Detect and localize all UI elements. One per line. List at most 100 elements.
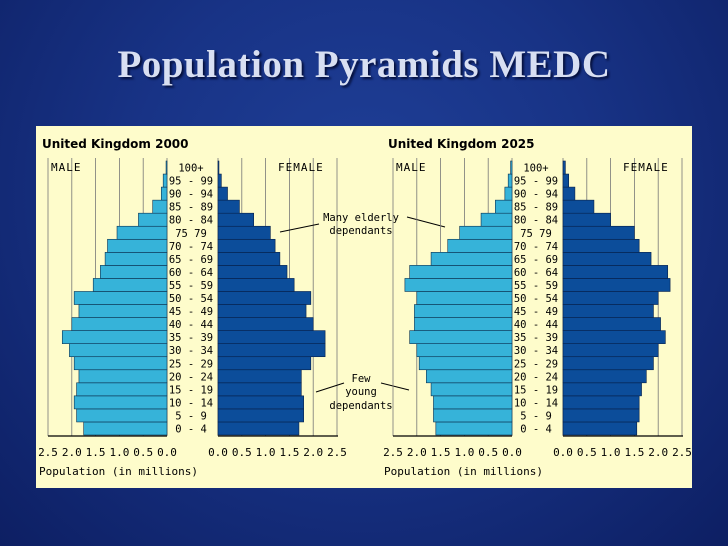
male-bar: [76, 408, 168, 423]
chart-title: United Kingdom 2000: [42, 137, 189, 151]
x-tick-label: 1.5: [279, 446, 299, 459]
male-bar: [138, 212, 168, 227]
female-bar: [562, 421, 638, 436]
male-bar: [61, 330, 168, 344]
age-group-label: 15 - 19: [169, 384, 213, 396]
male-bar: [510, 160, 513, 175]
female-bar: [562, 252, 652, 266]
age-group-label: 90 - 94: [514, 189, 558, 201]
age-group-label: 25 - 29: [169, 358, 213, 370]
age-group-label: 30 - 34: [169, 345, 213, 357]
x-tick-label: 0.5: [133, 446, 153, 459]
x-axis-label: Population (in millions): [39, 465, 198, 478]
female-bar: [562, 212, 611, 227]
male-bar: [447, 238, 513, 253]
age-group-label: 100+: [178, 163, 203, 175]
female-bar: [217, 265, 288, 279]
age-group-label: 40 - 44: [514, 319, 558, 331]
age-group-label: 0 - 4: [175, 424, 207, 436]
age-group-label: 35 - 39: [169, 332, 213, 344]
age-group-label: 35 - 39: [514, 332, 558, 344]
female-bar: [562, 238, 640, 253]
female-bar: [562, 278, 671, 292]
x-tick-label: 0.5: [232, 446, 252, 459]
x-tick-label: 0.5: [577, 446, 597, 459]
chart-title: United Kingdom 2025: [388, 137, 535, 151]
male-bar: [71, 317, 168, 331]
female-bar: [562, 408, 640, 423]
female-bar: [562, 317, 661, 331]
female-bar: [562, 382, 642, 397]
slide-title: Population Pyramids MEDC: [117, 43, 611, 86]
x-tick-label: 1.0: [256, 446, 276, 459]
male-label: MALE: [51, 161, 82, 174]
age-group-label: 10 - 14: [514, 397, 558, 409]
x-tick-label: 1.5: [86, 446, 106, 459]
male-bar: [507, 173, 513, 188]
female-bar: [217, 421, 300, 436]
age-group-label: 45 - 49: [514, 306, 558, 318]
female-bar: [562, 291, 659, 305]
female-bar: [217, 173, 222, 188]
x-tick-label: 2.5: [672, 446, 692, 459]
x-tick-label: 0.0: [502, 446, 522, 459]
female-bar: [217, 382, 302, 397]
male-bar: [107, 238, 168, 253]
female-bar: [562, 199, 595, 214]
female-label: FEMALE: [278, 161, 324, 174]
male-bar: [459, 225, 513, 240]
age-group-label: 85 - 89: [169, 202, 213, 214]
age-group-label: 20 - 24: [169, 371, 213, 383]
male-bar: [416, 343, 513, 358]
male-bar: [426, 369, 513, 384]
female-label: FEMALE: [623, 161, 669, 174]
male-bar: [480, 212, 513, 227]
female-bar: [217, 278, 295, 292]
female-bar: [562, 369, 647, 384]
age-group-label: 50 - 54: [169, 293, 213, 305]
x-tick-label: 2.0: [648, 446, 668, 459]
female-bar: [217, 225, 271, 240]
male-bar: [73, 291, 168, 305]
x-tick-label: 2.0: [407, 446, 427, 459]
female-bar: [217, 369, 302, 384]
male-bar: [69, 343, 168, 358]
age-group-label: 45 - 49: [169, 306, 213, 318]
age-group-label: 25 - 29: [514, 358, 558, 370]
x-tick-label: 2.0: [62, 446, 82, 459]
age-group-label: 90 - 94: [169, 189, 213, 201]
age-group-label: 100+: [523, 163, 548, 175]
male-bar: [92, 278, 168, 292]
male-bar: [78, 369, 168, 384]
age-group-label: 80 - 84: [169, 215, 213, 227]
x-tick-label: 1.0: [109, 446, 129, 459]
male-bar: [104, 252, 168, 266]
female-bar: [562, 343, 659, 358]
age-group-label: 5 - 9: [520, 410, 552, 422]
x-tick-label: 2.5: [383, 446, 403, 459]
female-bar: [562, 186, 576, 201]
x-tick-label: 2.5: [38, 446, 58, 459]
female-bar: [562, 330, 666, 344]
age-group-label: 70 - 74: [514, 241, 558, 253]
female-bar: [562, 395, 640, 410]
male-bar: [430, 252, 513, 266]
male-bar: [152, 199, 168, 214]
male-bar: [73, 356, 168, 371]
female-bar: [562, 160, 566, 175]
male-bar: [504, 186, 513, 201]
annotation-young-line3: dependants: [329, 400, 392, 412]
male-bar: [165, 160, 168, 175]
age-group-label: 60 - 64: [514, 267, 558, 279]
female-bar: [217, 160, 220, 175]
female-bar: [217, 330, 326, 344]
male-bar: [414, 317, 513, 331]
age-group-label: 80 - 84: [514, 215, 558, 227]
female-bar: [217, 252, 281, 266]
annotation-elderly-line1: Many elderly: [323, 212, 399, 224]
age-group-label: 55 - 59: [514, 280, 558, 292]
male-bar: [162, 173, 168, 188]
male-bar: [414, 304, 513, 318]
age-group-label: 5 - 9: [175, 410, 207, 422]
x-axis-label: Population (in millions): [384, 465, 543, 478]
